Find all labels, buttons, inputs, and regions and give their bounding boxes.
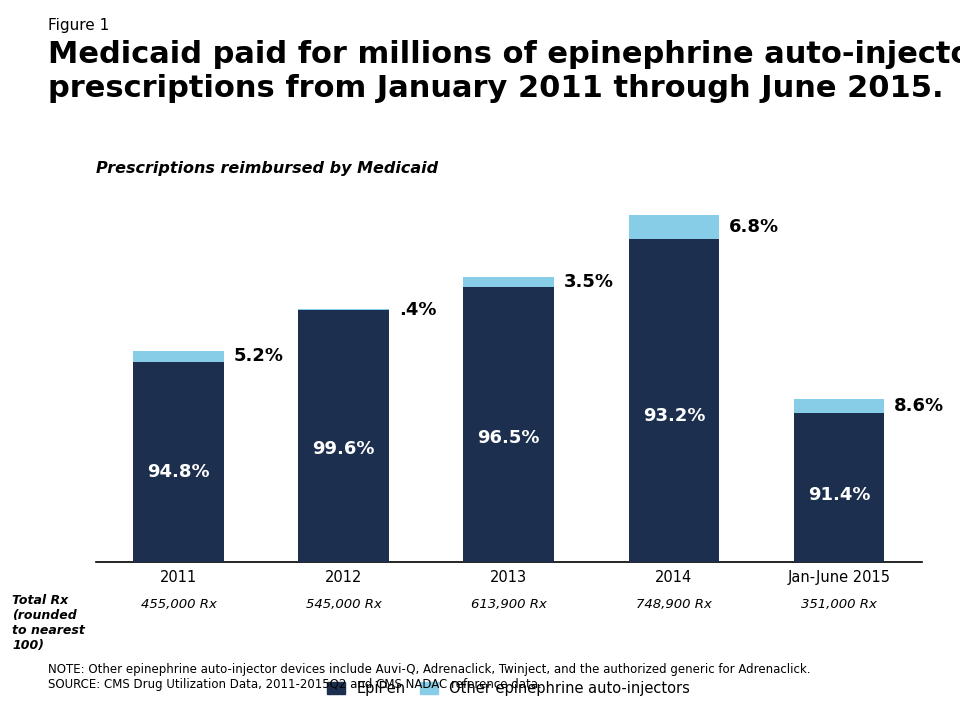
Text: 6.8%: 6.8%: [730, 217, 780, 235]
Text: Total Rx
(rounded
to nearest
100): Total Rx (rounded to nearest 100): [12, 594, 85, 652]
Text: 91.4%: 91.4%: [807, 486, 871, 504]
Text: NOTE: Other epinephrine auto-injector devices include Auvi-Q, Adrenaclick, Twinj: NOTE: Other epinephrine auto-injector de…: [48, 663, 810, 691]
Text: 351,000 Rx: 351,000 Rx: [801, 598, 877, 611]
Text: 99.6%: 99.6%: [312, 439, 375, 457]
Text: .4%: .4%: [399, 301, 437, 319]
Bar: [464, 287, 554, 562]
Text: 613,900 Rx: 613,900 Rx: [470, 598, 547, 611]
Bar: [133, 362, 224, 562]
Text: 5.2%: 5.2%: [234, 348, 284, 366]
Text: 3.5%: 3.5%: [564, 274, 614, 292]
Text: KAISER: KAISER: [840, 667, 902, 682]
Bar: [299, 310, 389, 562]
Text: FOUNDATION: FOUNDATION: [846, 698, 897, 707]
Text: 545,000 Rx: 545,000 Rx: [305, 598, 382, 611]
Text: 94.8%: 94.8%: [147, 463, 210, 481]
Text: 93.2%: 93.2%: [642, 408, 706, 426]
Text: Medicaid paid for millions of epinephrine auto-injector
prescriptions from Janua: Medicaid paid for millions of epinephrin…: [48, 40, 960, 104]
Bar: [629, 238, 719, 562]
Bar: [629, 215, 719, 238]
Text: 748,900 Rx: 748,900 Rx: [636, 598, 712, 611]
Bar: [794, 413, 884, 562]
Bar: [464, 277, 554, 287]
Legend: EpiPen, Other epinephrine auto-injectors: EpiPen, Other epinephrine auto-injectors: [327, 681, 690, 696]
Text: 455,000 Rx: 455,000 Rx: [140, 598, 217, 611]
Bar: [794, 399, 884, 413]
Text: Figure 1: Figure 1: [48, 18, 109, 33]
Text: THE HENRY J.: THE HENRY J.: [846, 652, 897, 661]
Text: Prescriptions reimbursed by Medicaid: Prescriptions reimbursed by Medicaid: [96, 161, 438, 176]
Text: 8.6%: 8.6%: [895, 397, 945, 415]
Bar: [133, 351, 224, 362]
Text: 96.5%: 96.5%: [477, 429, 540, 447]
Text: FAMILY: FAMILY: [842, 680, 900, 696]
